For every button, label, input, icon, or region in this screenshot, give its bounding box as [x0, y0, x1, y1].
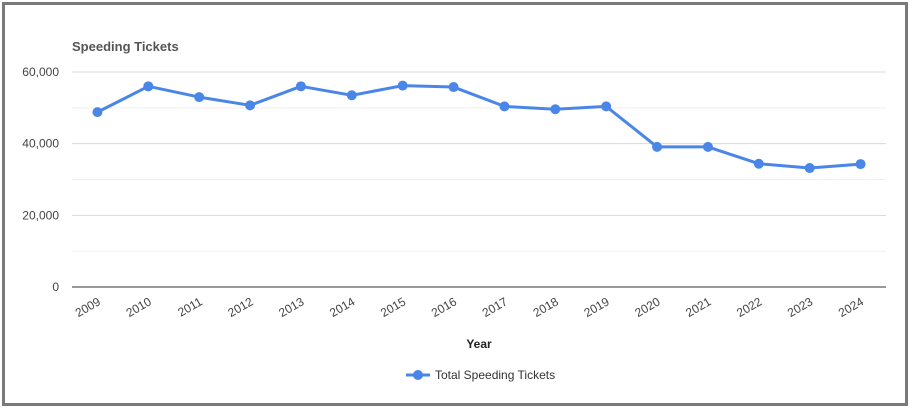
- x-tick-label: 2016: [429, 294, 459, 320]
- x-tick-label: 2022: [734, 294, 764, 320]
- legend-dot-marker: [413, 370, 423, 380]
- data-point[interactable]: [346, 90, 357, 101]
- y-axis-ticks: 0 20,000 40,000 60,000: [22, 65, 59, 294]
- x-tick-label: 2018: [531, 294, 561, 320]
- x-axis-title: Year: [466, 337, 492, 351]
- data-point[interactable]: [245, 100, 256, 111]
- x-tick-label: 2013: [276, 294, 306, 320]
- x-tick-label: 2014: [327, 294, 357, 320]
- data-point[interactable]: [550, 104, 561, 115]
- x-tick-label: 2024: [836, 294, 866, 320]
- data-point[interactable]: [194, 92, 205, 103]
- gridlines: [72, 71, 886, 288]
- x-tick-label: 2023: [785, 294, 815, 320]
- x-tick-label: 2019: [582, 294, 612, 320]
- x-tick-label: 2012: [225, 294, 255, 320]
- data-point[interactable]: [601, 101, 612, 112]
- data-point[interactable]: [295, 81, 306, 92]
- y-tick-label: 20,000: [22, 208, 59, 222]
- y-tick-label: 60,000: [22, 65, 59, 79]
- x-tick-label: 2009: [73, 294, 103, 320]
- legend[interactable]: Total Speeding Tickets: [406, 368, 555, 382]
- data-point[interactable]: [702, 141, 713, 152]
- data-point[interactable]: [143, 81, 154, 92]
- x-tick-label: 2020: [632, 294, 662, 320]
- data-point[interactable]: [855, 159, 866, 170]
- y-tick-label: 40,000: [22, 137, 59, 151]
- x-axis-ticks: 2009 2010 2011 2012 2013 2014 2015 2016 2017 2018…: [73, 294, 867, 320]
- x-tick-label: 2021: [683, 294, 713, 320]
- data-point[interactable]: [92, 107, 103, 118]
- x-tick-label: 2017: [480, 294, 510, 320]
- data-point[interactable]: [753, 158, 764, 169]
- x-tick-label: 2010: [124, 294, 154, 320]
- data-point[interactable]: [448, 82, 459, 93]
- series-layer: [92, 80, 866, 174]
- series-line: [96, 84, 861, 170]
- legend-label: Total Speeding Tickets: [435, 368, 555, 382]
- data-point[interactable]: [652, 141, 663, 152]
- data-point[interactable]: [397, 80, 408, 91]
- chart-title: Speeding Tickets: [72, 39, 179, 54]
- data-point[interactable]: [499, 101, 510, 112]
- data-point[interactable]: [804, 163, 815, 174]
- y-tick-label: 0: [52, 280, 59, 294]
- x-tick-label: 2011: [175, 294, 205, 319]
- x-tick-label: 2015: [378, 294, 408, 320]
